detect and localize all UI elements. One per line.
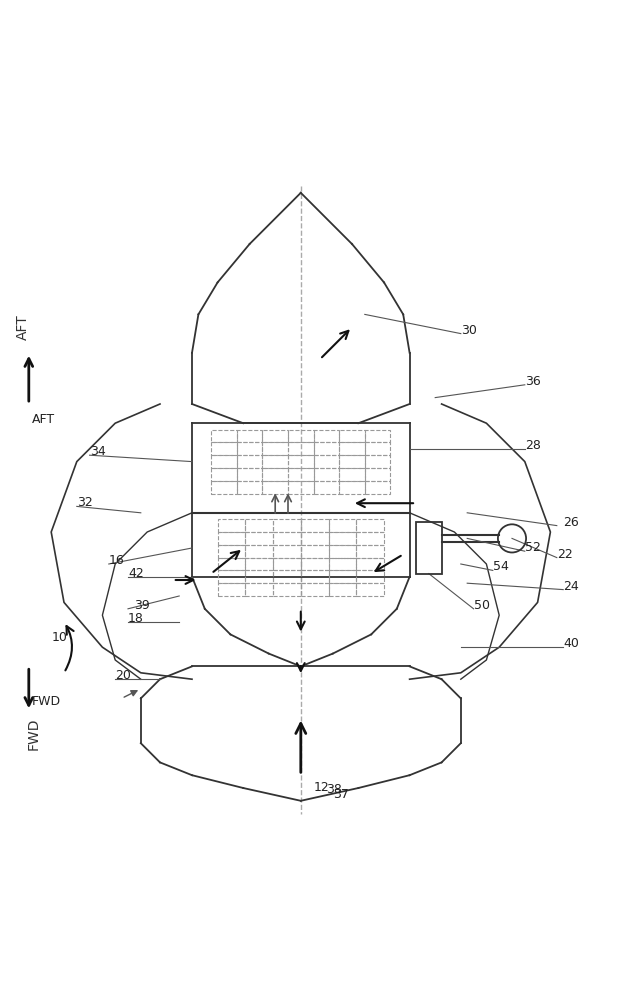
Bar: [245, 558, 273, 570]
Bar: [356, 583, 384, 596]
Bar: [356, 532, 384, 545]
Bar: [245, 570, 273, 583]
Text: 50: 50: [474, 599, 490, 612]
Bar: [237, 455, 262, 468]
Text: 30: 30: [461, 324, 477, 337]
Text: 54: 54: [493, 560, 509, 573]
Bar: [218, 583, 245, 596]
Bar: [328, 570, 356, 583]
Bar: [328, 583, 356, 596]
Text: FWD: FWD: [26, 718, 40, 750]
Bar: [339, 468, 365, 481]
Bar: [301, 545, 328, 558]
Bar: [273, 558, 301, 570]
Bar: [245, 532, 273, 545]
Bar: [365, 481, 390, 494]
Bar: [262, 430, 288, 442]
Bar: [339, 455, 365, 468]
Bar: [262, 442, 288, 455]
Text: 24: 24: [563, 580, 579, 593]
Bar: [262, 455, 288, 468]
Bar: [218, 532, 245, 545]
Bar: [314, 455, 339, 468]
Bar: [211, 468, 237, 481]
Bar: [301, 583, 328, 596]
Text: 32: 32: [77, 496, 93, 509]
Bar: [245, 545, 273, 558]
Bar: [288, 468, 314, 481]
Text: 36: 36: [525, 375, 541, 388]
Bar: [288, 430, 314, 442]
Text: FWD: FWD: [32, 695, 61, 708]
Bar: [237, 430, 262, 442]
Bar: [262, 468, 288, 481]
Bar: [301, 519, 328, 532]
Bar: [218, 545, 245, 558]
Bar: [356, 558, 384, 570]
Text: 39: 39: [134, 599, 150, 612]
Bar: [273, 545, 301, 558]
Bar: [211, 430, 237, 442]
Bar: [218, 558, 245, 570]
Bar: [301, 570, 328, 583]
Bar: [262, 481, 288, 494]
Bar: [365, 455, 390, 468]
Bar: [245, 583, 273, 596]
Text: 26: 26: [563, 516, 579, 529]
Bar: [211, 442, 237, 455]
Bar: [356, 519, 384, 532]
Bar: [416, 522, 442, 574]
Bar: [245, 519, 273, 532]
Text: 22: 22: [557, 548, 573, 561]
Bar: [356, 570, 384, 583]
Bar: [314, 468, 339, 481]
Bar: [365, 442, 390, 455]
Bar: [218, 570, 245, 583]
Bar: [273, 532, 301, 545]
Text: 40: 40: [563, 637, 579, 650]
Bar: [365, 430, 390, 442]
Bar: [314, 442, 339, 455]
Bar: [211, 455, 237, 468]
Bar: [365, 468, 390, 481]
Text: 12: 12: [314, 781, 330, 794]
Bar: [237, 442, 262, 455]
Text: 10: 10: [51, 631, 67, 644]
Bar: [301, 532, 328, 545]
Text: AFT: AFT: [32, 413, 55, 426]
Bar: [211, 481, 237, 494]
Bar: [328, 545, 356, 558]
Text: 16: 16: [109, 554, 125, 567]
Bar: [328, 532, 356, 545]
Bar: [288, 481, 314, 494]
Text: 28: 28: [525, 439, 541, 452]
Bar: [301, 558, 328, 570]
Bar: [328, 558, 356, 570]
Bar: [273, 583, 301, 596]
Bar: [339, 481, 365, 494]
Text: 18: 18: [128, 612, 144, 625]
Bar: [237, 468, 262, 481]
Bar: [314, 430, 339, 442]
Text: 20: 20: [115, 669, 131, 682]
Bar: [273, 570, 301, 583]
Bar: [237, 481, 262, 494]
Bar: [218, 519, 245, 532]
Text: 34: 34: [90, 445, 106, 458]
Text: 37: 37: [333, 788, 349, 801]
Text: AFT: AFT: [15, 314, 29, 340]
Bar: [288, 442, 314, 455]
Text: 42: 42: [128, 567, 144, 580]
Text: 52: 52: [525, 541, 541, 554]
Text: 38: 38: [326, 783, 342, 796]
Bar: [328, 519, 356, 532]
Bar: [356, 545, 384, 558]
Bar: [339, 442, 365, 455]
Bar: [288, 455, 314, 468]
Bar: [314, 481, 339, 494]
Bar: [273, 519, 301, 532]
Bar: [339, 430, 365, 442]
